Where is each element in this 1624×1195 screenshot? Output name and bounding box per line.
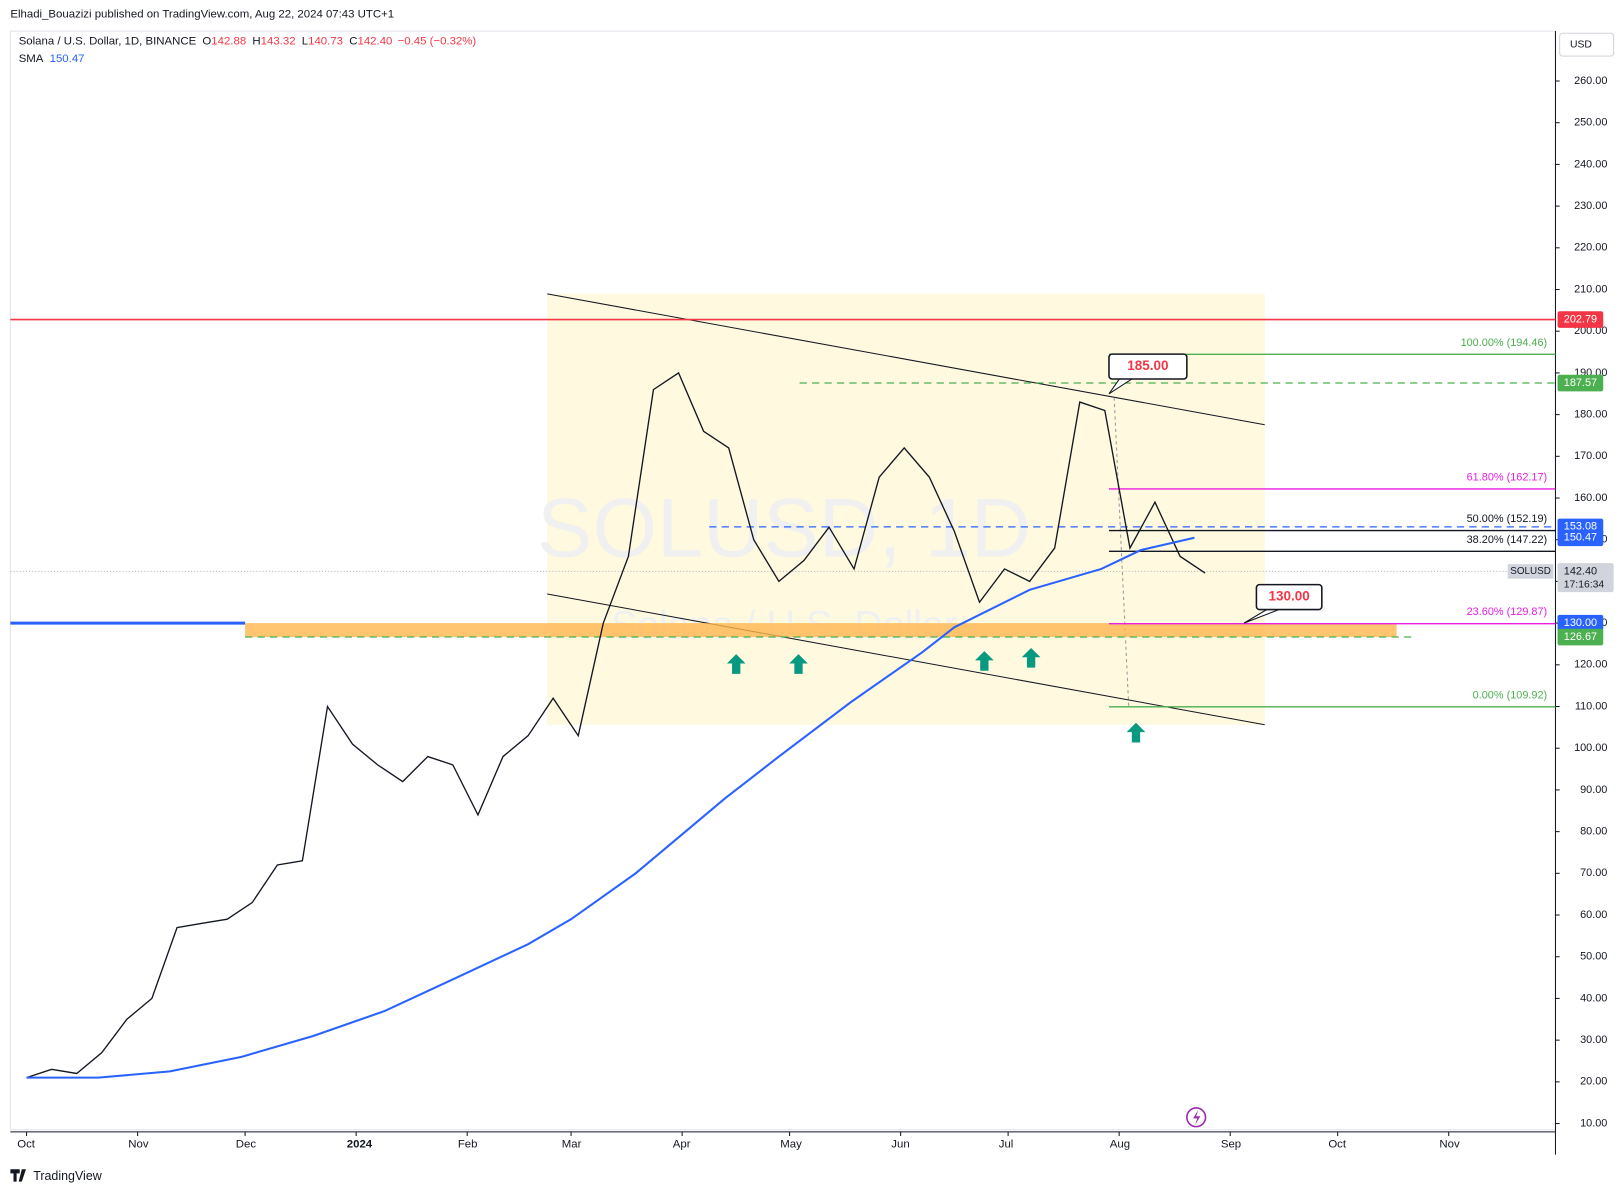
fib-label: 23.60% (129.87) xyxy=(1467,606,1548,618)
measure-line xyxy=(1113,397,1130,707)
legend-title: Solana / U.S. Dollar, 1D, BINANCE xyxy=(19,36,197,48)
fib-label: 0.00% (109.92) xyxy=(1473,689,1547,701)
arrow xyxy=(1126,722,1146,743)
price-tag xyxy=(1557,529,1604,547)
y-tick-label: 120.00 xyxy=(1574,659,1607,671)
y-tick-label: 50.00 xyxy=(1580,951,1607,963)
arrow xyxy=(975,651,994,671)
y-tick-label: 240.00 xyxy=(1574,158,1607,170)
ohlc-value: 142.88 xyxy=(211,36,246,48)
tv-logo xyxy=(10,1169,26,1182)
x-tick-label: Aug xyxy=(1110,1138,1130,1150)
x-tick-label: Oct xyxy=(1328,1138,1347,1150)
y-tick-label: 170.00 xyxy=(1574,450,1607,462)
y-tick-label: 40.00 xyxy=(1580,992,1607,1004)
y-tick-label: 90.00 xyxy=(1580,784,1607,796)
legend-ohlc: O142.88 H143.32 L140.73 C142.40 xyxy=(202,36,392,48)
y-tick-label: 160.00 xyxy=(1574,492,1607,504)
price-tag xyxy=(1557,628,1604,646)
y-tick-label: 200.00 xyxy=(1574,325,1607,337)
x-tick-label: Oct xyxy=(17,1138,36,1150)
y-tick-label: 210.00 xyxy=(1574,283,1607,295)
x-tick-label: Jul xyxy=(999,1138,1014,1150)
fib-label: 38.20% (147.22) xyxy=(1467,534,1548,546)
last-price-tag xyxy=(1557,563,1614,593)
fib-label: 61.80% (162.17) xyxy=(1467,471,1548,483)
lightning-icon[interactable] xyxy=(1186,1107,1207,1128)
support-zone xyxy=(245,623,1397,638)
price-tag-label: 126.67 xyxy=(1564,631,1597,643)
y-tick-label: 230.00 xyxy=(1574,200,1607,212)
price-line xyxy=(26,371,1206,1079)
lightning-bolt xyxy=(1193,1110,1201,1125)
price-tag xyxy=(1557,374,1604,392)
price-tag-label: 150.47 xyxy=(1564,532,1597,544)
y-tick-label: 70.00 xyxy=(1580,867,1607,879)
currency-box xyxy=(1559,32,1615,57)
y-tick-label: 80.00 xyxy=(1580,826,1607,838)
y-tick-label: 220.00 xyxy=(1574,242,1607,254)
fib-label: 50.00% (152.19) xyxy=(1467,513,1548,525)
fib-label: 100.00% (194.46) xyxy=(1461,337,1548,349)
sma-name: SMA xyxy=(19,53,44,65)
y-tick-label: 20.00 xyxy=(1580,1076,1607,1088)
x-tick-label: Dec xyxy=(236,1138,257,1150)
legend-change: −0.45 (−0.32%) xyxy=(398,36,477,48)
callout-box xyxy=(1108,353,1188,380)
callout-label: 130.00 xyxy=(1269,589,1310,604)
ohlc-key: L xyxy=(302,36,308,48)
callout-box xyxy=(1255,583,1323,611)
y-tick-label: 110.00 xyxy=(1575,700,1608,712)
x-tick-label: 2024 xyxy=(347,1138,373,1150)
x-tick-label: Mar xyxy=(562,1138,582,1150)
y-tick-label: 250.00 xyxy=(1574,117,1607,129)
price-tag-label: 130.00 xyxy=(1564,617,1597,629)
watermark: SOLUSD, 1D xyxy=(537,482,1031,575)
arrow xyxy=(789,654,808,674)
brand: TradingView xyxy=(33,1169,103,1183)
y-tick-label: 10.00 xyxy=(1580,1117,1607,1129)
plot-layer: 100.00% (194.46) 61.80% (162.17) 50.00% (1… xyxy=(10,318,1556,1079)
y-tick-label: 180.00 xyxy=(1574,408,1607,420)
arrow xyxy=(1021,647,1041,668)
channel-upper xyxy=(547,293,1265,426)
x-tick-label: Apr xyxy=(673,1138,691,1150)
price-tag-label: 187.57 xyxy=(1564,377,1597,389)
price-tag-label: 202.79 xyxy=(1564,313,1597,325)
symbol-tag-label: SOLUSD xyxy=(1510,566,1551,577)
ohlc-value: 142.40 xyxy=(358,36,393,48)
legend: Solana / U.S. Dollar, 1D, BINANCE O142.88… xyxy=(19,36,477,48)
publish-info: Elhadi_Bouazizi published on TradingView… xyxy=(10,9,394,21)
price-tag xyxy=(1557,311,1604,328)
callout-label: 185.00 xyxy=(1127,358,1168,373)
y-tick-label: 260.00 xyxy=(1574,75,1607,87)
x-tick-label: Sep xyxy=(1221,1138,1241,1150)
ohlc-key: H xyxy=(252,36,260,48)
arrows xyxy=(726,647,1146,743)
symbol-tag xyxy=(1507,564,1554,579)
x-tick-label: Nov xyxy=(1439,1138,1460,1150)
x-tick-label: Jun xyxy=(891,1138,909,1150)
x-tick-label: Feb xyxy=(458,1138,478,1150)
ohlc-key: O xyxy=(202,36,211,48)
countdown: 17:16:34 xyxy=(1564,580,1605,591)
x-tick-label: Nov xyxy=(128,1138,149,1150)
price-tag xyxy=(1557,614,1604,632)
y-tick-label: 60.00 xyxy=(1580,909,1607,921)
y-tick-label: 100.00 xyxy=(1574,742,1607,754)
legend-sma: SMA 150.47 xyxy=(19,53,85,65)
channel-lower xyxy=(547,593,1265,726)
ohlc-value: 143.32 xyxy=(261,36,296,48)
sma-value: 150.47 xyxy=(50,53,85,65)
ohlc-value: 140.73 xyxy=(308,36,343,48)
ohlc-key: C xyxy=(349,36,357,48)
x-tick-label: May xyxy=(780,1138,802,1150)
y-tick-label: 30.00 xyxy=(1580,1034,1607,1046)
arrow xyxy=(726,654,746,674)
sma-line xyxy=(26,536,1195,1079)
currency: USD xyxy=(1570,39,1592,50)
last-price-label: 142.40 xyxy=(1564,565,1597,577)
